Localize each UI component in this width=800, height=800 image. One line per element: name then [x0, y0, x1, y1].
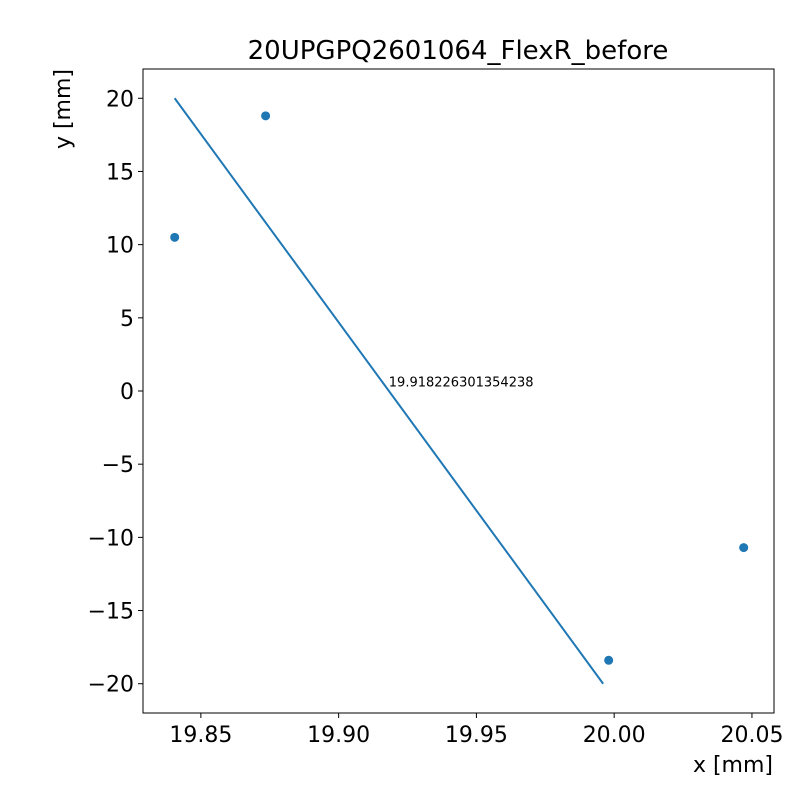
x-tick-label: 20.05: [720, 723, 783, 748]
y-tick-label: 0: [120, 380, 134, 405]
scatter-point-4: [739, 543, 749, 553]
scatter-point-1: [170, 232, 180, 242]
x-tick-label: 19.95: [445, 723, 508, 748]
annotation-label: 19.918226301354238: [389, 376, 534, 391]
y-tick-label: 5: [120, 307, 134, 332]
fit-line: [173, 97, 604, 685]
scatter-point-2: [261, 111, 271, 121]
plot-frame: [142, 68, 775, 714]
y-tick-label: 20: [106, 87, 134, 112]
y-axis-label: y [mm]: [51, 69, 76, 149]
chart-title: 20UPGPQ2601064_FlexR_before: [248, 36, 669, 66]
y-tick-label: −10: [88, 526, 134, 551]
x-tick-label: 19.85: [169, 723, 232, 748]
y-tick-label: −15: [88, 600, 134, 625]
x-axis-label: x [mm]: [693, 753, 773, 778]
x-tick-label: 20.00: [583, 723, 646, 748]
y-tick-label: −5: [102, 453, 134, 478]
y-tick-label: −20: [88, 673, 134, 698]
x-tick-label: 19.90: [307, 723, 370, 748]
y-tick-label: 15: [106, 160, 134, 185]
scatter-point-3: [604, 655, 614, 665]
y-tick-label: 10: [106, 234, 134, 259]
